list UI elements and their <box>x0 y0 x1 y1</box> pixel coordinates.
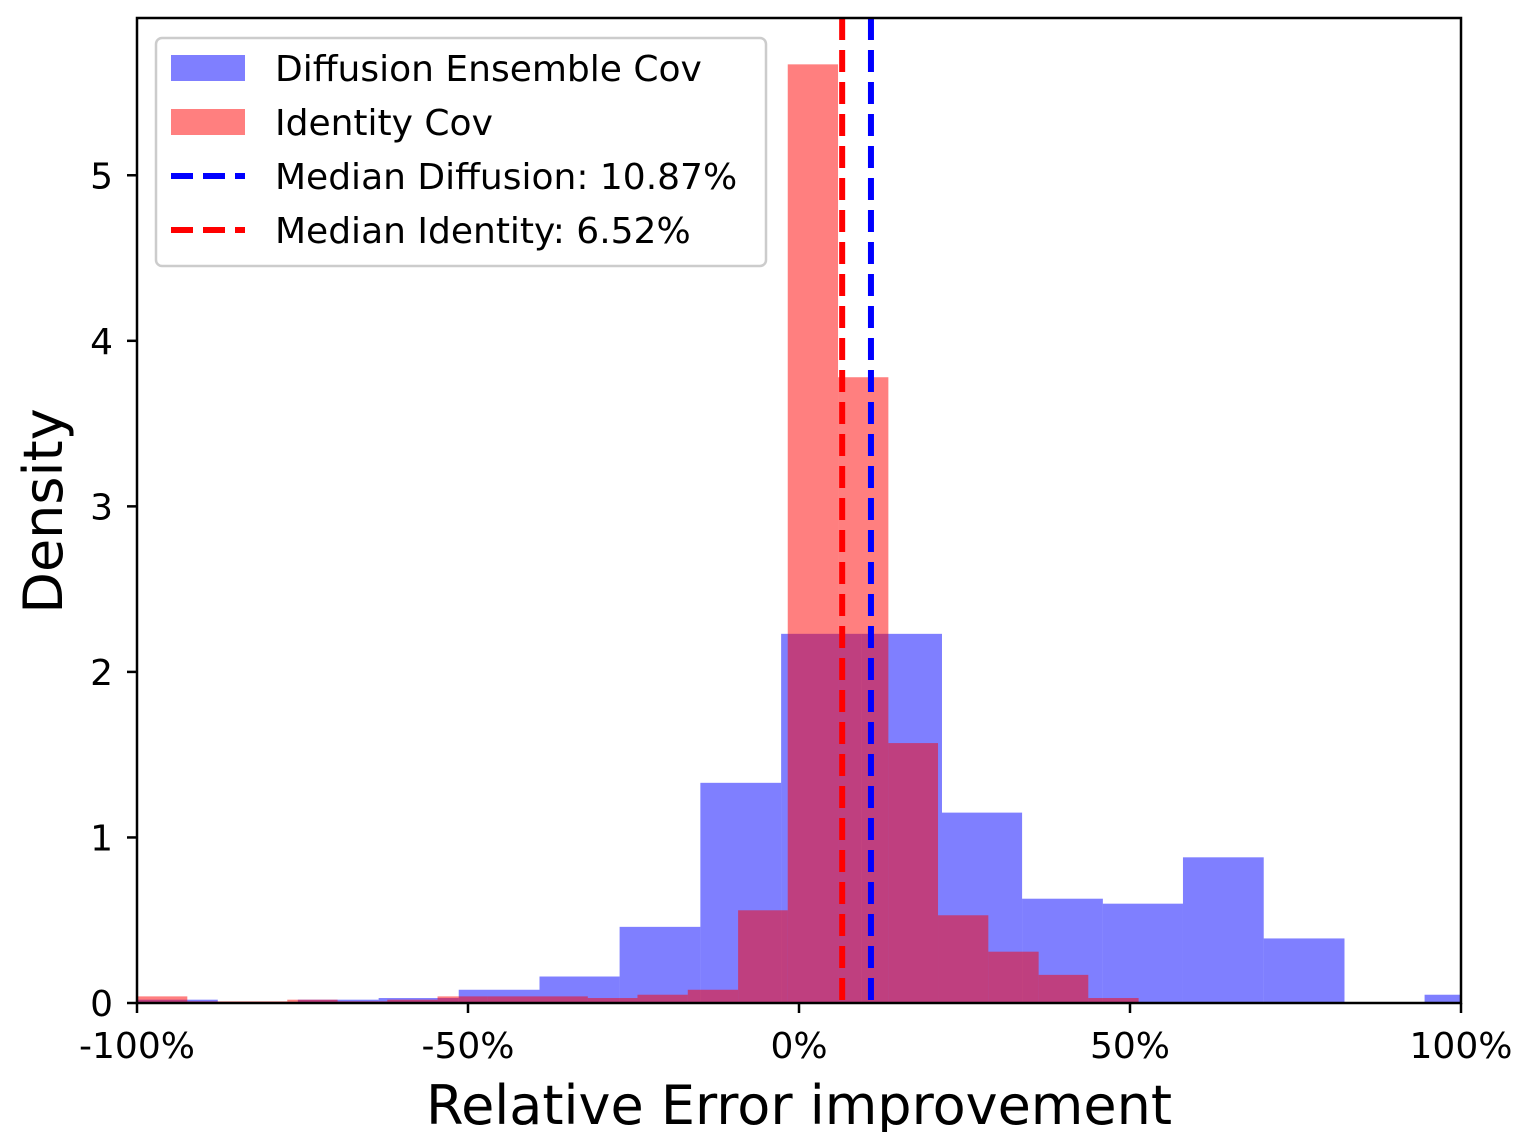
x-tick-label-0: -100% <box>79 1026 195 1067</box>
y-axis-ticks: 0 1 2 3 4 5 <box>90 156 137 1025</box>
y-tick-label-2: 2 <box>90 653 113 694</box>
legend-box <box>154 36 768 268</box>
bar-identity-cov-6 <box>437 996 488 1003</box>
bar-identity-cov-5 <box>387 999 438 1003</box>
bar-identity-cov-15 <box>888 743 939 1003</box>
x-tick-label-1: -50% <box>421 1026 514 1067</box>
bar-identity-cov-0 <box>137 996 188 1003</box>
y-axis-label: Density <box>12 408 75 613</box>
bar-identity-cov-8 <box>537 996 588 1003</box>
legend-label-2: Median Diffusion: 10.87% <box>275 157 737 198</box>
bar-diffusion-ensemble-cov-14 <box>1263 938 1345 1003</box>
bar-identity-cov-9 <box>587 998 638 1003</box>
legend-label-1: Identity Cov <box>275 103 493 144</box>
x-axis-ticks: -100% -50% 0% 50% 100% <box>79 1003 1512 1067</box>
y-tick-label-5: 5 <box>90 156 113 197</box>
bar-identity-cov-13 <box>787 64 839 1003</box>
x-axis-label: Relative Error improvement <box>426 1074 1172 1132</box>
bar-identity-cov-3 <box>287 999 338 1003</box>
x-tick-label-3: 50% <box>1090 1026 1170 1067</box>
legend-label-0: Diffusion Ensemble Cov <box>275 49 702 90</box>
legend-items: Diffusion Ensemble Cov Identity Cov Median… <box>171 49 737 252</box>
bar-identity-cov-17 <box>988 951 1039 1003</box>
y-tick-label-1: 1 <box>90 818 113 859</box>
legend-swatch-1 <box>171 109 245 135</box>
legend-label-3: Median Identity: 6.52% <box>275 211 691 252</box>
bar-identity-cov-7 <box>487 996 538 1003</box>
bar-identity-cov-16 <box>938 915 989 1003</box>
bar-identity-cov-14 <box>838 377 889 1003</box>
bar-identity-cov-19 <box>1088 998 1139 1003</box>
bar-diffusion-ensemble-cov-16 <box>1424 994 1461 1003</box>
bar-diffusion-ensemble-cov-13 <box>1182 857 1264 1003</box>
bar-identity-cov-18 <box>1038 974 1089 1003</box>
median-lines-layer <box>839 18 874 1003</box>
y-tick-label-3: 3 <box>90 487 113 528</box>
bar-identity-cov-12 <box>738 910 788 1003</box>
bar-diffusion-ensemble-cov-12 <box>1102 903 1183 1003</box>
legend-swatch-0 <box>171 55 245 81</box>
bar-diffusion-ensemble-cov-6 <box>619 926 701 1003</box>
x-tick-label-2: 0% <box>770 1026 827 1067</box>
bar-identity-cov-10 <box>637 994 688 1003</box>
x-tick-label-4: 100% <box>1410 1026 1513 1067</box>
y-tick-label-0: 0 <box>90 984 113 1025</box>
bars-layer <box>137 64 1461 1003</box>
legend: Diffusion Ensemble Cov Identity Cov Median… <box>154 36 768 268</box>
y-tick-label-4: 4 <box>90 322 113 363</box>
bar-identity-cov-11 <box>687 989 739 1003</box>
